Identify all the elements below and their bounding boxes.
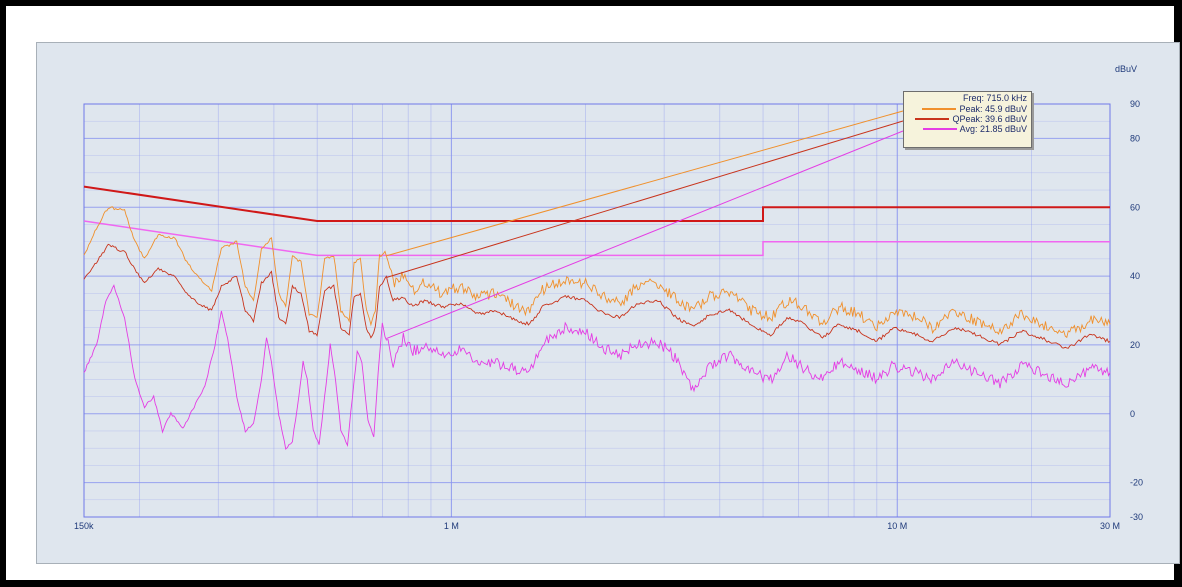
y-tick-label: 0 <box>1130 409 1135 419</box>
y-tick-label: 20 <box>1130 340 1140 350</box>
data-series <box>83 206 1111 450</box>
series-line-avg <box>83 284 1111 450</box>
y-tick-label: 60 <box>1130 202 1140 212</box>
legend-avg-text: Avg: 21.85 dBuV <box>959 124 1027 134</box>
legend-qpeak-swatch <box>915 118 950 120</box>
limit-lines <box>83 185 1110 257</box>
legend-leader-lines <box>386 110 904 340</box>
legend-avg-row: Avg: 21.85 dBuV <box>904 124 1031 134</box>
legend-freq-text: Freq: 715.0 kHz <box>962 93 1027 103</box>
legend-peak-row: Peak: 45.9 dBuV <box>904 104 1031 114</box>
leader-line-avg <box>386 130 904 340</box>
x-tick-label: 30 M <box>1100 521 1120 531</box>
legend-freq-row: Freq: 715.0 kHz <box>904 92 1031 104</box>
x-tick-labels: 150k 1 M 10 M 30 M <box>74 521 1120 531</box>
marker-readout-legend: Freq: 715.0 kHz Peak: 45.9 dBuV QPeak: 3… <box>903 91 1032 148</box>
x-tick-label: 10 M <box>887 521 907 531</box>
y-tick-label: 90 <box>1130 99 1140 109</box>
legend-peak-text: Peak: 45.9 dBuV <box>959 104 1027 114</box>
x-tick-label: 150k <box>74 521 94 531</box>
grid-minor <box>84 104 1111 518</box>
legend-qpeak-text: QPeak: 39.6 dBuV <box>952 114 1027 124</box>
series-line-qpeak <box>83 243 1111 349</box>
y-tick-label: 80 <box>1130 133 1140 143</box>
leader-line-qpeak <box>386 120 904 278</box>
legend-qpeak-row: QPeak: 39.6 dBuV <box>904 114 1031 124</box>
y-tick-label: 40 <box>1130 271 1140 281</box>
limit-line-avg <box>83 220 1110 257</box>
limit-line-qp <box>83 185 1110 222</box>
legend-avg-swatch <box>922 128 957 130</box>
y-tick-label: -20 <box>1130 478 1143 488</box>
leader-line-peak <box>386 110 904 257</box>
y-tick-label: -30 <box>1130 512 1143 522</box>
plot-border <box>83 103 1111 518</box>
legend-peak-swatch <box>922 108 957 110</box>
series-line-peak <box>83 206 1111 339</box>
y-axis-label: dBuV <box>1115 64 1137 74</box>
x-tick-label: 1 M <box>444 521 459 531</box>
y-tick-labels: -30 -20 0 20 40 60 80 90 <box>1130 99 1143 522</box>
